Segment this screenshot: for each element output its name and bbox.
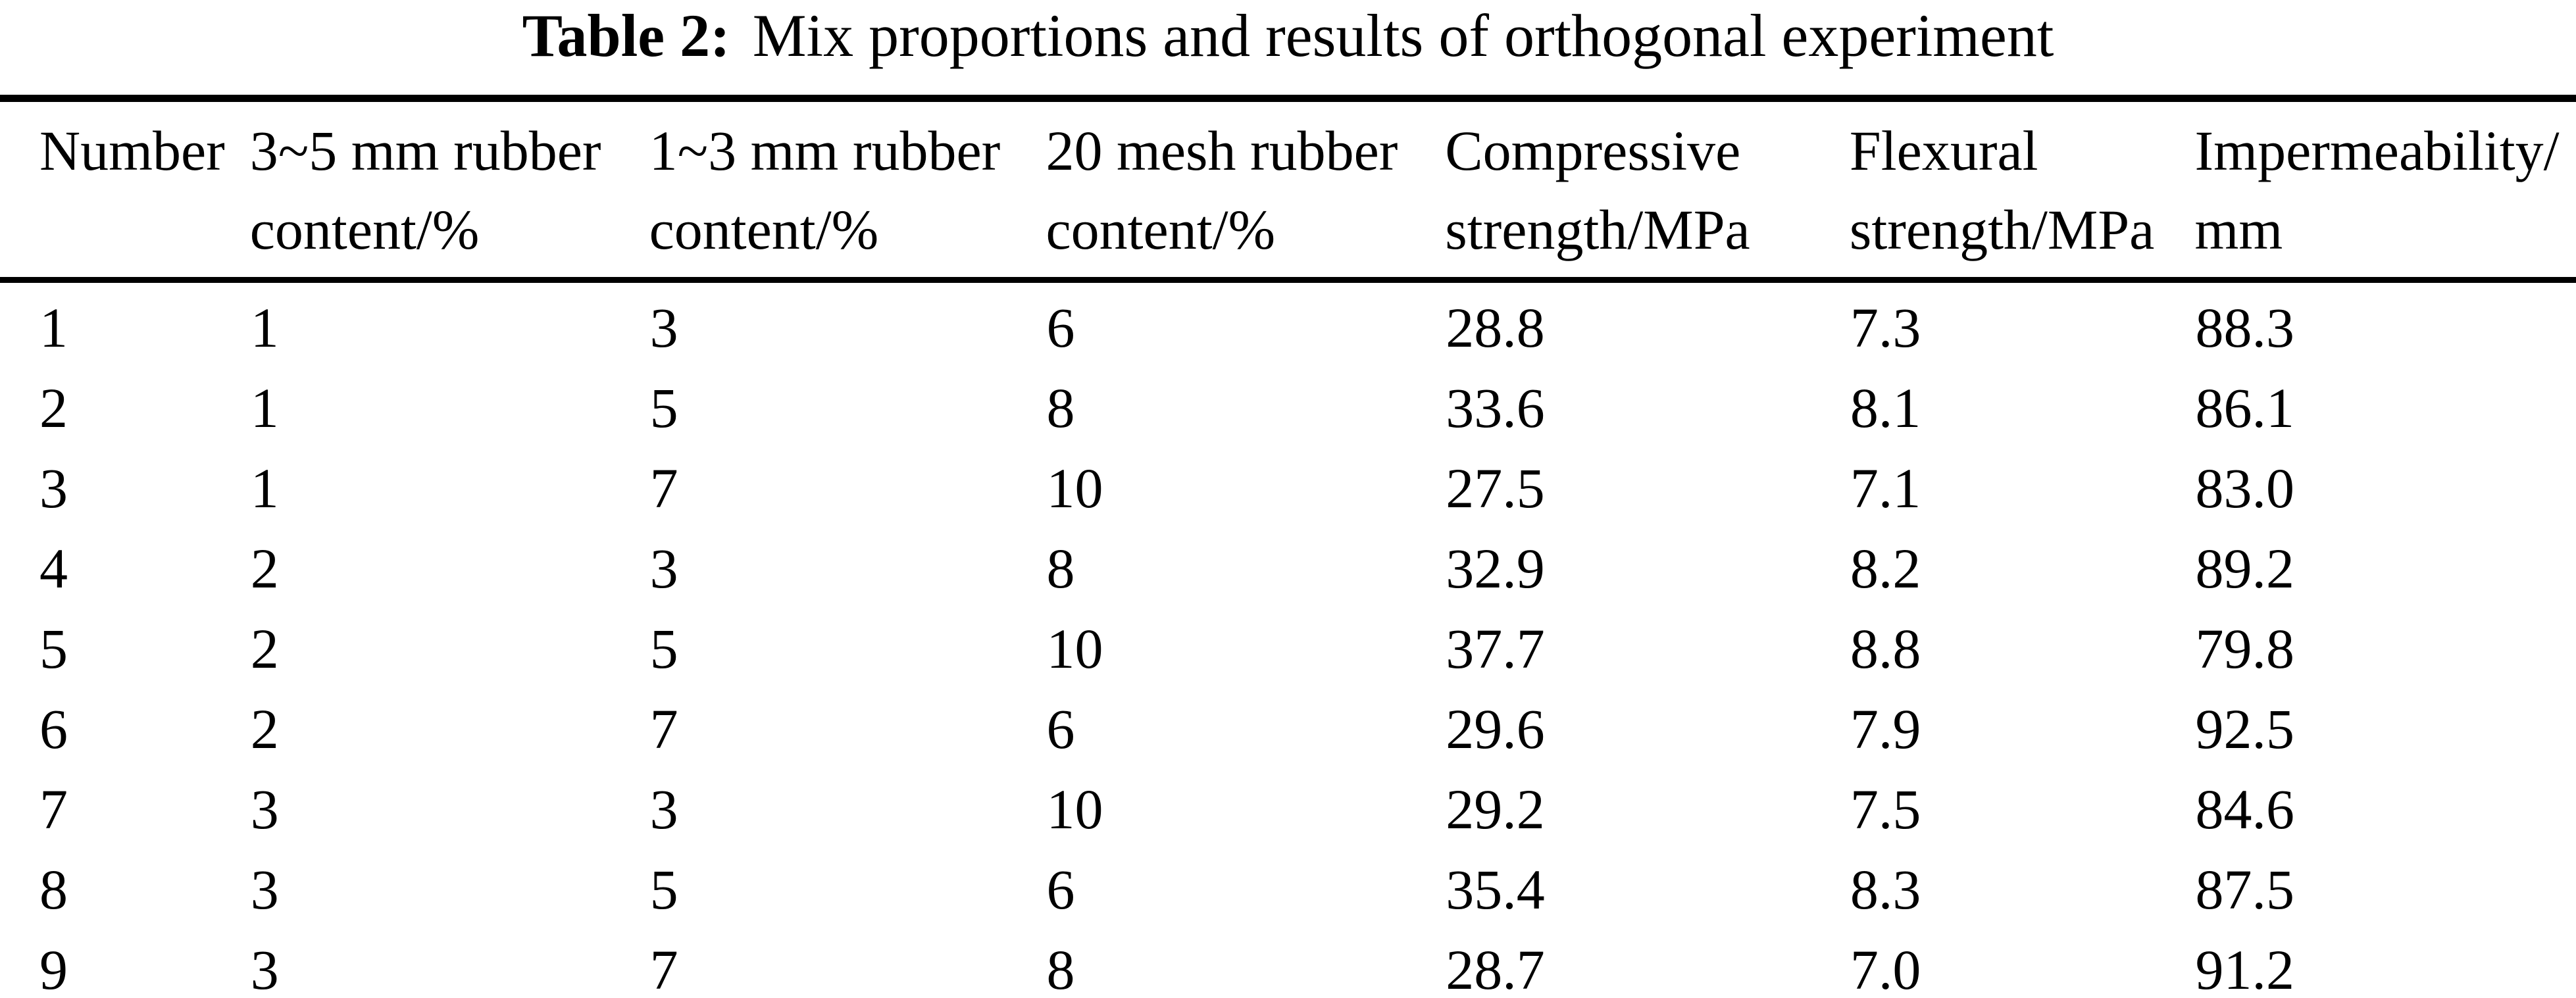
column-header-rubber-3-5mm: 3~5 mm rubber content/% (249, 98, 649, 283)
cell-impermeability: 91.2 (2195, 938, 2295, 998)
cell-rubber-3-5mm: 2 (250, 617, 279, 680)
cell-rubber-1-3mm: 5 (649, 376, 678, 439)
cell-compressive-strength: 27.5 (1446, 457, 1545, 520)
cell-rubber-20mesh: 6 (1046, 697, 1075, 761)
cell-number: 7 (39, 778, 68, 841)
cell-compressive-strength: 32.9 (1446, 537, 1545, 600)
cell-impermeability: 92.5 (2195, 697, 2295, 761)
cell-number: 9 (39, 938, 68, 998)
cell-rubber-20mesh: 6 (1046, 858, 1075, 921)
cell-compressive-strength: 28.8 (1446, 296, 1545, 359)
orthogonal-experiment-table: Number 3~5 mm rubber content/% 1~3 mm ru… (0, 95, 2576, 998)
cell-rubber-3-5mm: 1 (250, 457, 279, 520)
cell-rubber-20mesh: 8 (1046, 376, 1075, 439)
cell-compressive-strength: 35.4 (1446, 858, 1545, 921)
cell-flexural-strength: 7.3 (1850, 296, 1921, 359)
column-header-impermeability: Impermeability/ mm (2194, 98, 2576, 283)
cell-impermeability: 88.3 (2195, 296, 2295, 359)
column-header-flexural-strength: Flexural strength/MPa (1849, 98, 2195, 283)
cell-number: 6 (39, 697, 68, 761)
table-body: 1 1 3 6 28.8 7.3 88.3 2 1 5 8 33.6 8.1 8… (0, 280, 2576, 998)
cell-flexural-strength: 8.2 (1850, 537, 1921, 600)
table-caption-text: Mix proportions and results of orthogona… (752, 2, 2054, 69)
cell-compressive-strength: 29.6 (1446, 697, 1545, 761)
cell-flexural-strength: 8.1 (1850, 376, 1921, 439)
cell-rubber-3-5mm: 2 (250, 537, 279, 600)
cell-compressive-strength: 37.7 (1446, 617, 1545, 680)
cell-rubber-20mesh: 10 (1046, 778, 1103, 841)
cell-flexural-strength: 7.9 (1850, 697, 1921, 761)
cell-impermeability: 79.8 (2195, 617, 2295, 680)
cell-number: 4 (39, 537, 68, 600)
cell-rubber-3-5mm: 3 (250, 938, 279, 998)
cell-rubber-20mesh: 6 (1046, 296, 1075, 359)
cell-rubber-3-5mm: 2 (250, 697, 279, 761)
cell-number: 1 (39, 296, 68, 359)
cell-compressive-strength: 28.7 (1446, 938, 1545, 998)
cell-compressive-strength: 29.2 (1446, 778, 1545, 841)
table-caption-number: Table 2: (522, 2, 730, 69)
cell-rubber-1-3mm: 7 (649, 938, 678, 998)
cell-compressive-strength: 33.6 (1446, 376, 1545, 439)
cell-rubber-20mesh: 10 (1046, 457, 1103, 520)
table-header: Number 3~5 mm rubber content/% 1~3 mm ru… (0, 98, 2576, 283)
cell-rubber-1-3mm: 7 (649, 697, 678, 761)
cell-rubber-3-5mm: 1 (250, 376, 279, 439)
cell-flexural-strength: 8.8 (1850, 617, 1921, 680)
cell-number: 3 (39, 457, 68, 520)
cell-flexural-strength: 8.3 (1850, 858, 1921, 921)
column-header-rubber-1-3mm: 1~3 mm rubber content/% (649, 98, 1046, 283)
header-row: Number 3~5 mm rubber content/% 1~3 mm ru… (0, 98, 2576, 283)
cell-rubber-20mesh: 10 (1046, 617, 1103, 680)
cell-rubber-3-5mm: 3 (250, 778, 279, 841)
table-row: 5 2 5 10 37.7 8.8 79.8 (0, 609, 2576, 689)
cell-rubber-1-3mm: 5 (649, 858, 678, 921)
cell-impermeability: 87.5 (2195, 858, 2295, 921)
table-caption: Table 2: Mix proportions and results of … (0, 0, 2576, 95)
cell-number: 2 (39, 376, 68, 439)
column-header-rubber-20mesh: 20 mesh rubber content/% (1046, 98, 1446, 283)
table-row: 1 1 3 6 28.8 7.3 88.3 (0, 280, 2576, 368)
cell-number: 8 (39, 858, 68, 921)
cell-rubber-3-5mm: 1 (250, 296, 279, 359)
cell-rubber-3-5mm: 3 (250, 858, 279, 921)
table-row: 9 3 7 8 28.7 7.0 91.2 (0, 930, 2576, 998)
cell-rubber-20mesh: 8 (1046, 938, 1075, 998)
column-header-compressive-strength: Compressive strength/MPa (1445, 98, 1850, 283)
cell-impermeability: 84.6 (2195, 778, 2295, 841)
column-header-number: Number (0, 98, 250, 283)
cell-rubber-20mesh: 8 (1046, 537, 1075, 600)
cell-number: 5 (39, 617, 68, 680)
cell-impermeability: 83.0 (2195, 457, 2295, 520)
cell-flexural-strength: 7.1 (1850, 457, 1921, 520)
cell-flexural-strength: 7.0 (1850, 938, 1921, 998)
cell-rubber-1-3mm: 3 (649, 778, 678, 841)
cell-rubber-1-3mm: 3 (649, 537, 678, 600)
cell-impermeability: 86.1 (2195, 376, 2295, 439)
table-row: 3 1 7 10 27.5 7.1 83.0 (0, 448, 2576, 528)
cell-impermeability: 89.2 (2195, 537, 2295, 600)
table-row: 7 3 3 10 29.2 7.5 84.6 (0, 769, 2576, 849)
cell-rubber-1-3mm: 5 (649, 617, 678, 680)
cell-rubber-1-3mm: 3 (649, 296, 678, 359)
table-row: 2 1 5 8 33.6 8.1 86.1 (0, 368, 2576, 448)
cell-rubber-1-3mm: 7 (649, 457, 678, 520)
table-row: 4 2 3 8 32.9 8.2 89.2 (0, 528, 2576, 609)
table-row: 6 2 7 6 29.6 7.9 92.5 (0, 689, 2576, 769)
cell-flexural-strength: 7.5 (1850, 778, 1921, 841)
table-row: 8 3 5 6 35.4 8.3 87.5 (0, 849, 2576, 930)
